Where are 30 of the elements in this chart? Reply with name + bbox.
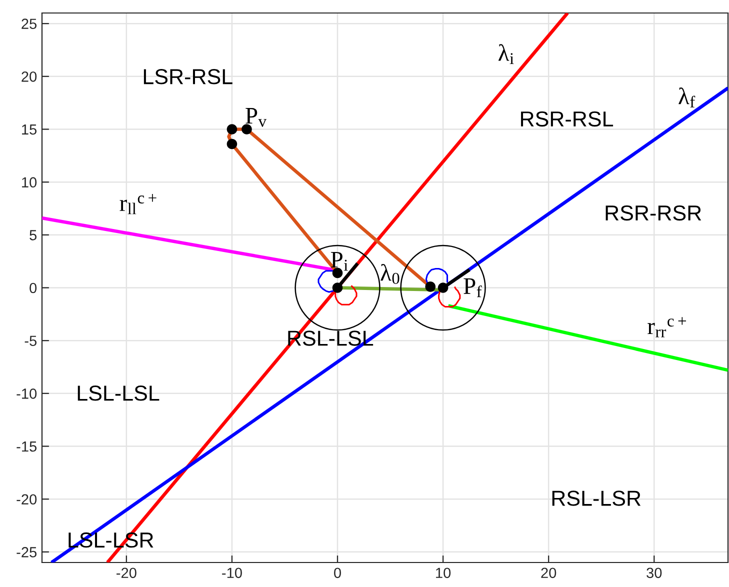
- annotation: RSR-RSL: [521, 111, 614, 127]
- annotation: LSL-LSL: [78, 386, 160, 401]
- x-tick-label: 30: [646, 568, 662, 578]
- y-tick-label: 5: [30, 230, 37, 240]
- annotation: P$_{v}$: [246, 108, 267, 127]
- annotation: r$_{ll}$$^{c+}$: [120, 194, 156, 214]
- annotation: RSR-RSR: [606, 205, 702, 221]
- y-tick-label: 10: [22, 177, 37, 188]
- x-tick-label: -20: [116, 568, 136, 578]
- annotation: λ$_{i}$: [498, 44, 514, 64]
- annotation: P$_{f}$: [464, 278, 482, 298]
- y-tick-label: 20: [22, 72, 37, 82]
- y-tick-label: 25: [22, 18, 37, 29]
- y-tick-label: -15: [16, 442, 37, 452]
- annotation: RSL-LSR: [552, 490, 641, 506]
- annotation: λ$_{f}$: [678, 88, 696, 108]
- y-tick-label: 15: [22, 124, 37, 135]
- y-tick-label: -5: [24, 336, 37, 346]
- x-tick-label: 0: [334, 568, 341, 578]
- y-tick-label: -20: [16, 494, 37, 505]
- y-tick-label: -25: [16, 547, 37, 558]
- y-tick-label: -10: [16, 388, 37, 399]
- annotation: LSR-RSL: [144, 69, 232, 84]
- x-tick-label: 20: [541, 568, 556, 578]
- annotation: λ$_{0}$: [380, 264, 400, 284]
- annotation: P$_{i}$: [330, 252, 348, 271]
- x-tick-label: 10: [436, 568, 451, 578]
- y-tick-label: 0: [30, 282, 37, 294]
- annotation: r$_{rr}$$^{c+}$: [648, 317, 686, 338]
- x-tick-label: -10: [222, 568, 242, 578]
